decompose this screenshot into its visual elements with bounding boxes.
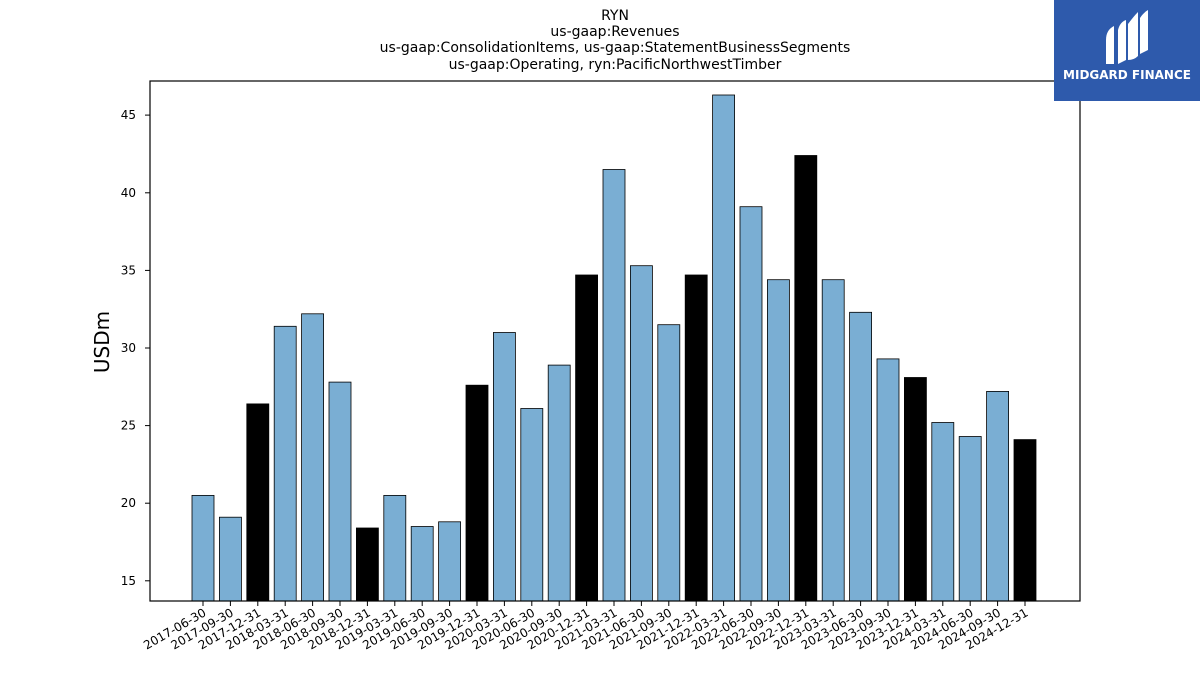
bar-2024-06-30 — [958, 436, 982, 602]
bar-2019-09-30 — [438, 521, 462, 602]
bar-2020-03-31 — [492, 332, 516, 602]
bar-2019-06-30 — [410, 526, 434, 602]
bar-2018-12-31 — [355, 527, 379, 602]
bar-2019-12-31 — [465, 384, 489, 602]
bar-2023-09-30 — [876, 358, 900, 602]
bar-2022-09-30 — [767, 279, 790, 602]
title-line-3: us-gaap:ConsolidationItems, us-gaap:Stat… — [380, 40, 851, 56]
y-tick-label-30: 30 — [121, 341, 136, 355]
y-tick-label-35: 35 — [121, 263, 136, 277]
bar-2020-09-30 — [547, 364, 571, 602]
bar-2017-12-31 — [246, 403, 270, 602]
title-line-1: RYN — [601, 8, 629, 24]
logo-wordmark: MIDGARD FINANCE — [1063, 68, 1191, 82]
title-line-2: us-gaap:Revenues — [550, 24, 679, 40]
bar-2018-06-30 — [301, 313, 325, 602]
bar-2024-03-31 — [931, 422, 955, 602]
y-axis-label: USDm — [90, 311, 114, 373]
bar-2021-12-31 — [684, 274, 708, 602]
bar-2018-09-30 — [328, 381, 352, 602]
bar-2017-06-30 — [191, 494, 215, 602]
bars-group — [191, 94, 1037, 602]
x-axis: 2017-06-302017-09-302017-12-312018-03-31… — [141, 601, 1031, 652]
bar-2021-06-30 — [630, 265, 653, 602]
bar-2022-12-31 — [794, 155, 818, 602]
bar-2024-12-31 — [1013, 439, 1037, 602]
y-tick-label-20: 20 — [121, 496, 136, 510]
chart-title: RYN us-gaap:Revenues us-gaap:Consolidati… — [380, 8, 851, 73]
bar-2024-09-30 — [986, 390, 1009, 602]
plot-frame — [149, 80, 1081, 602]
y-tick-label-15: 15 — [121, 574, 136, 588]
bar-2023-06-30 — [849, 311, 872, 602]
bar-2021-03-31 — [602, 169, 626, 602]
bar-2023-03-31 — [821, 279, 845, 602]
midgard-finance-logo: MIDGARD FINANCE — [1054, 0, 1200, 101]
bar-2019-03-31 — [383, 494, 407, 602]
logo-mark-icon — [1106, 10, 1148, 64]
bar-2023-12-31 — [904, 377, 927, 602]
bar-2022-03-31 — [712, 94, 735, 602]
y-axis: 15 20 25 30 35 40 45 — [121, 108, 150, 588]
bar-2021-09-30 — [657, 324, 681, 602]
title-line-4: us-gaap:Operating, ryn:PacificNorthwestT… — [449, 57, 782, 73]
bar-2020-06-30 — [520, 408, 544, 602]
y-tick-label-45: 45 — [121, 108, 136, 122]
bar-2020-12-31 — [575, 274, 598, 602]
y-tick-label-40: 40 — [121, 186, 136, 200]
bar-2017-09-30 — [218, 516, 242, 602]
bar-2022-06-30 — [739, 206, 763, 602]
y-tick-label-25: 25 — [121, 419, 136, 433]
bar-2018-03-31 — [273, 325, 297, 602]
